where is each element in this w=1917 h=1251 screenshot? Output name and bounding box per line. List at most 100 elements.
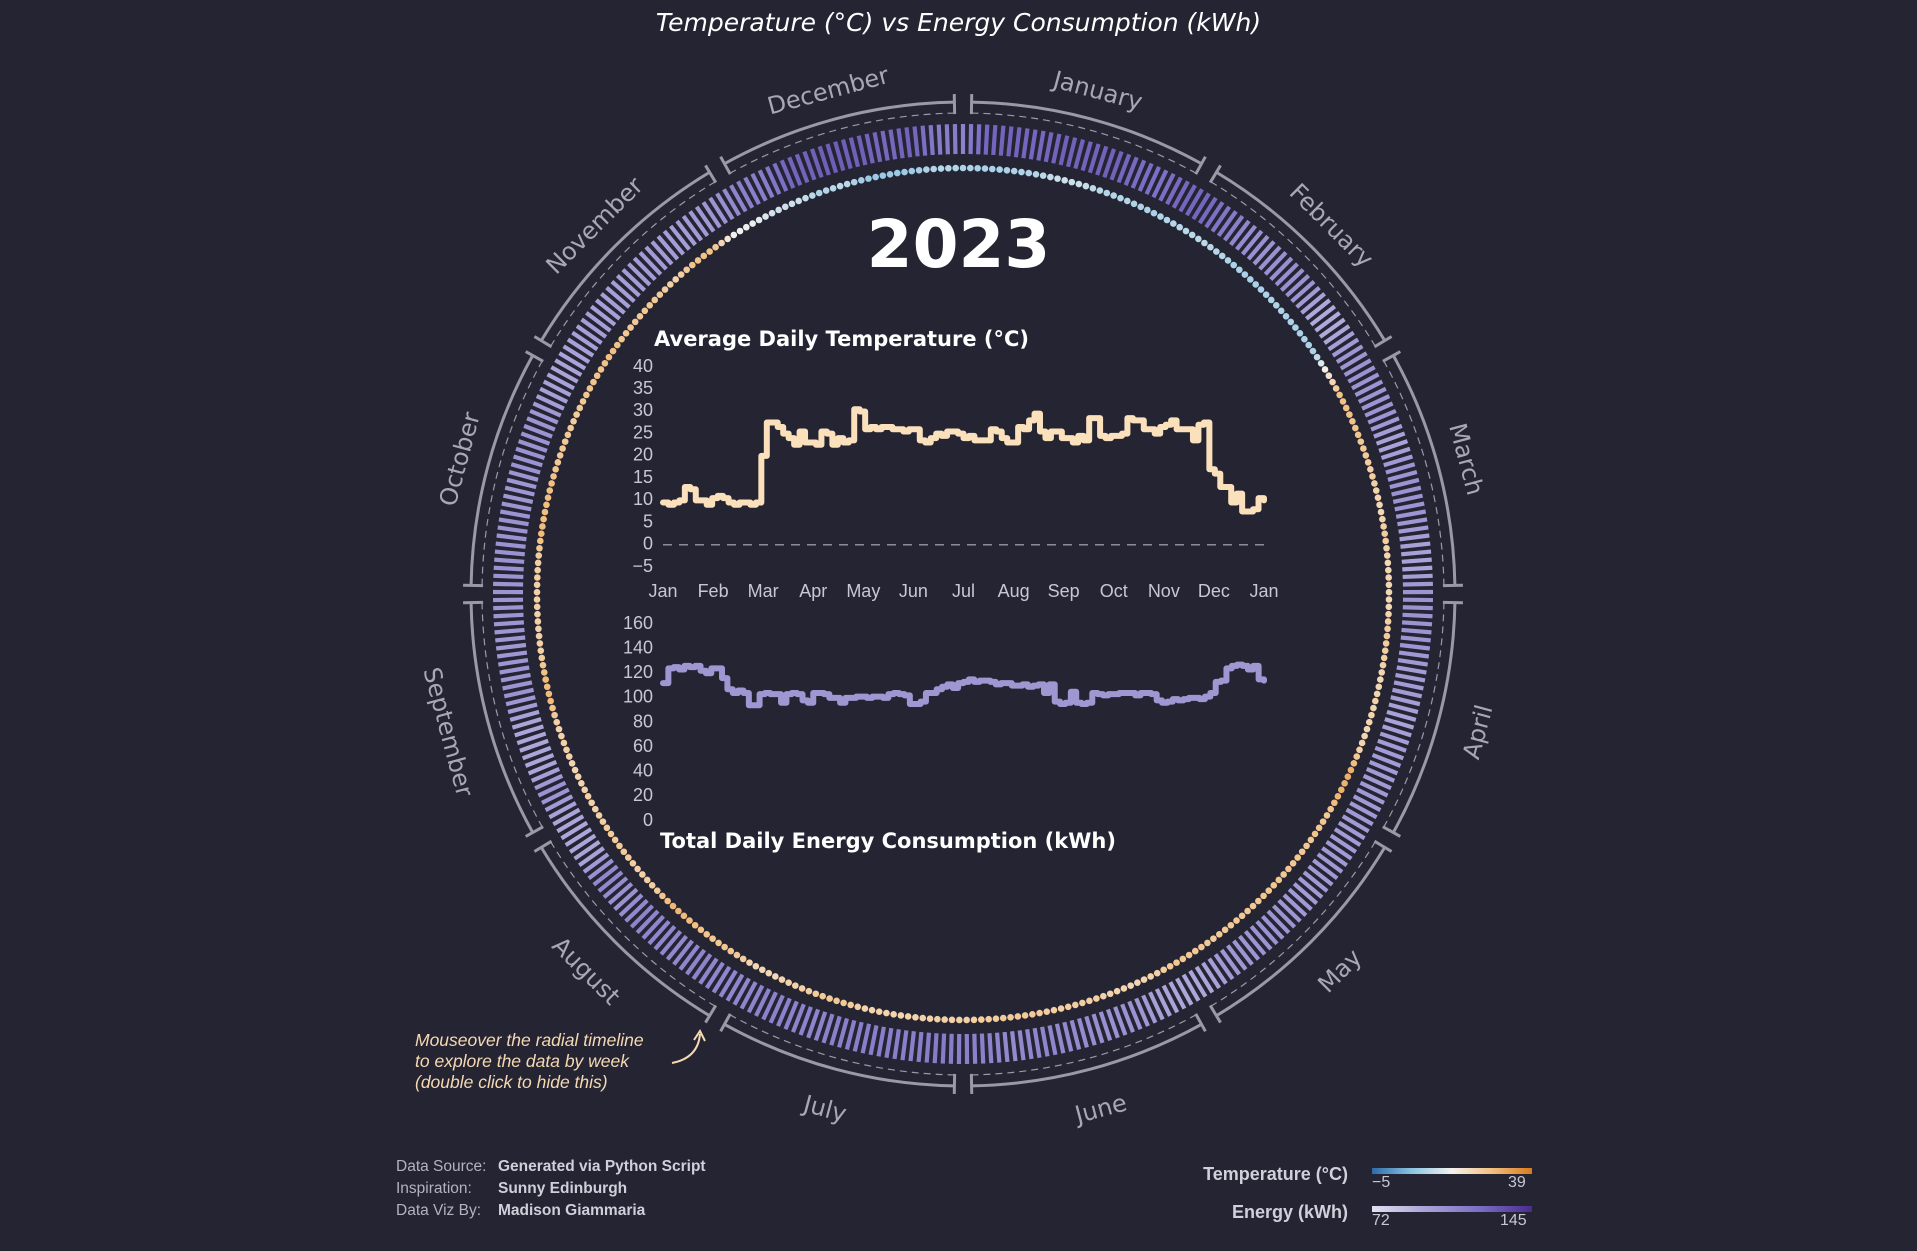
temperature-day-dot[interactable] (656, 291, 664, 299)
temperature-day-dot[interactable] (547, 697, 554, 705)
energy-day-bar[interactable] (627, 262, 652, 287)
energy-day-bar[interactable] (1370, 416, 1400, 432)
energy-day-bar[interactable] (798, 1006, 813, 1036)
temperature-day-dot[interactable] (1150, 209, 1158, 217)
temperature-day-dot[interactable] (1381, 530, 1389, 538)
temperature-day-dot[interactable] (1364, 459, 1372, 466)
energy-day-bar[interactable] (495, 642, 527, 651)
temperature-day-dot[interactable] (970, 1016, 978, 1024)
temperature-day-dot[interactable] (1339, 398, 1347, 405)
temperature-day-dot[interactable] (1195, 235, 1202, 243)
temperature-day-dot[interactable] (1204, 939, 1211, 947)
temperature-day-dot[interactable] (1120, 985, 1128, 992)
energy-day-bar[interactable] (1325, 840, 1353, 861)
energy-day-bar[interactable] (1006, 126, 1014, 157)
temperature-day-dot[interactable] (1054, 175, 1061, 182)
temperature-day-dot[interactable] (1089, 184, 1097, 192)
radial-ring[interactable] (463, 94, 1463, 1094)
temperature-day-dot[interactable] (1265, 887, 1273, 894)
temperature-day-dot[interactable] (992, 1015, 1000, 1023)
temperature-day-dot[interactable] (937, 165, 945, 172)
temperature-day-dot[interactable] (578, 780, 585, 787)
energy-day-bar[interactable] (1399, 642, 1431, 651)
energy-day-bar[interactable] (1390, 695, 1421, 707)
temperature-day-dot[interactable] (627, 324, 634, 331)
temperature-day-dot[interactable] (1327, 805, 1334, 813)
energy-day-bar[interactable] (529, 408, 559, 425)
temperature-day-dot[interactable] (872, 173, 879, 181)
temperature-day-dot[interactable] (1188, 231, 1196, 239)
energy-day-bar[interactable] (936, 124, 943, 155)
energy-day-bar[interactable] (1388, 702, 1419, 715)
temperature-day-dot[interactable] (956, 1016, 963, 1024)
energy-day-bar[interactable] (618, 893, 644, 917)
energy-day-bar[interactable] (514, 724, 545, 738)
energy-day-bar[interactable] (1258, 245, 1282, 271)
temperature-day-dot[interactable] (537, 647, 545, 654)
energy-day-bar[interactable] (537, 780, 567, 798)
temperature-day-dot[interactable] (1358, 739, 1366, 747)
temperature-day-dot[interactable] (574, 773, 582, 781)
energy-day-bar[interactable] (1274, 262, 1299, 287)
temperature-day-dot[interactable] (1384, 559, 1392, 567)
temperature-day-dot[interactable] (593, 372, 601, 380)
temperature-day-dot[interactable] (1292, 324, 1299, 331)
energy-day-bar[interactable] (1290, 279, 1316, 304)
temperature-day-dot[interactable] (959, 164, 967, 172)
energy-day-bar[interactable] (768, 994, 785, 1024)
temperature-day-dot[interactable] (1130, 200, 1138, 208)
temperature-day-dot[interactable] (706, 248, 713, 255)
temperature-day-dot[interactable] (1241, 271, 1249, 278)
temperature-day-dot[interactable] (736, 227, 744, 235)
temperature-day-dot[interactable] (1285, 865, 1292, 873)
energy-day-bar[interactable] (924, 1032, 932, 1063)
energy-day-bar[interactable] (888, 129, 898, 160)
energy-day-bar[interactable] (1397, 517, 1428, 527)
energy-day-bar[interactable] (647, 920, 671, 946)
temperature-day-dot[interactable] (1079, 999, 1086, 1007)
temperature-day-dot[interactable] (539, 661, 547, 669)
energy-day-bar[interactable] (564, 827, 593, 847)
temperature-day-dot[interactable] (1173, 959, 1180, 966)
temperature-day-dot[interactable] (985, 1015, 992, 1023)
energy-day-bar[interactable] (1389, 477, 1420, 490)
temperature-day-dot[interactable] (694, 257, 702, 264)
energy-day-bar[interactable] (1381, 724, 1412, 738)
energy-day-bar[interactable] (991, 124, 998, 156)
energy-day-bar[interactable] (691, 953, 713, 981)
temperature-day-dot[interactable] (554, 459, 562, 466)
temperature-day-dot[interactable] (534, 618, 542, 625)
energy-day-bar[interactable] (1010, 1031, 1018, 1062)
temperature-day-dot[interactable] (581, 786, 588, 794)
energy-day-bar[interactable] (509, 709, 540, 722)
temperature-day-dot[interactable] (836, 182, 844, 190)
energy-day-bar[interactable] (1375, 431, 1406, 446)
energy-day-bar[interactable] (632, 256, 657, 282)
energy-day-bar[interactable] (1400, 635, 1431, 643)
energy-day-bar[interactable] (578, 846, 605, 868)
energy-day-bar[interactable] (1127, 1000, 1143, 1030)
energy-day-bar[interactable] (1243, 929, 1267, 956)
temperature-day-dot[interactable] (538, 654, 546, 662)
temperature-day-dot[interactable] (1227, 921, 1235, 929)
energy-day-bar[interactable] (554, 358, 583, 377)
temperature-day-dot[interactable] (1010, 167, 1018, 175)
temperature-day-dot[interactable] (1301, 335, 1308, 343)
temperature-day-dot[interactable] (1238, 912, 1246, 920)
energy-day-bar[interactable] (1339, 351, 1368, 371)
energy-day-bar[interactable] (668, 224, 691, 251)
energy-day-bar[interactable] (722, 188, 741, 217)
energy-day-bar[interactable] (810, 148, 824, 179)
temperature-day-dot[interactable] (974, 164, 981, 172)
temperature-day-dot[interactable] (1014, 1013, 1022, 1020)
energy-day-bar[interactable] (916, 1031, 924, 1063)
temperature-day-dot[interactable] (934, 1015, 941, 1023)
energy-day-bar[interactable] (515, 446, 546, 461)
energy-day-bar[interactable] (1238, 934, 1261, 961)
energy-day-bar[interactable] (1123, 156, 1139, 186)
temperature-day-dot[interactable] (1357, 438, 1365, 445)
temperature-day-dot[interactable] (560, 739, 568, 747)
energy-day-bar[interactable] (1307, 864, 1334, 887)
temperature-day-dot[interactable] (861, 1005, 869, 1012)
temperature-day-dot[interactable] (1025, 169, 1033, 177)
